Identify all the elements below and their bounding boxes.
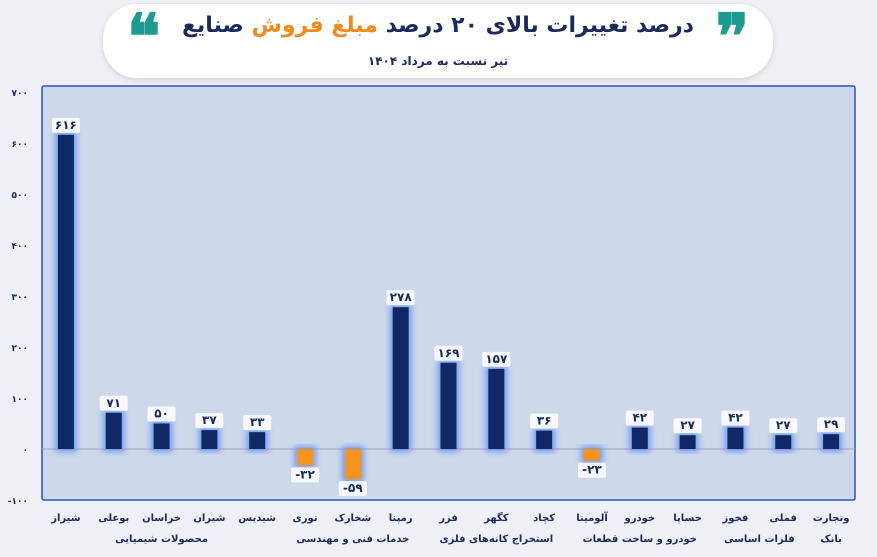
data-label: -۵۹: [343, 481, 363, 495]
data-label-box: [577, 462, 606, 478]
x-tick-label: کگهر: [483, 511, 509, 524]
group-label: خودرو و ساخت قطعات: [583, 534, 697, 545]
group-label: خدمات فنی و مهندسی: [296, 534, 409, 545]
data-label: ۴۲: [728, 411, 743, 425]
x-tick-label: نوری: [293, 513, 318, 524]
x-tick-label: رمپنا: [389, 513, 413, 524]
x-tick-label: شیراز: [50, 513, 80, 524]
bar: [344, 449, 361, 480]
data-label-box: [530, 413, 559, 429]
y-tick-label: ۱۰۰: [12, 395, 28, 405]
x-axis-labels: شیراز بوعلی خراسان شیران شیدیس نوری شخارک رمپنا…: [50, 511, 849, 524]
data-label: ۲۷۸: [390, 290, 413, 304]
data-label-box: [338, 481, 367, 497]
group-label: فلزات اساسی: [724, 534, 795, 545]
data-label-box: [482, 351, 511, 367]
plot-area: [41, 85, 856, 501]
x-tick-label: وتجارت: [813, 513, 850, 524]
data-label: ۱۶۹: [438, 346, 461, 360]
title-highlight: مبلغ فروش: [251, 13, 378, 38]
y-tick-label: ۰: [23, 446, 29, 456]
data-label: ۲۹: [824, 417, 839, 431]
data-label-box: [673, 418, 702, 434]
data-label: ۵۰: [154, 407, 169, 421]
data-label-box: [625, 410, 654, 426]
bar: [583, 449, 600, 461]
bar: [823, 434, 840, 449]
bar: [297, 449, 314, 466]
title-banner: ❝ درصد تغییرات بالای ۲۰ درصد مبلغ فروش ص…: [103, 4, 773, 78]
data-label: -۳۲: [295, 467, 315, 481]
y-axis: -۱۰۰ ۰ ۱۰۰ ۲۰۰ ۳۰۰ ۴۰۰ ۵۰۰ ۶۰۰ ۷۰۰: [8, 89, 28, 507]
chart-title: درصد تغییرات بالای ۲۰ درصد مبلغ فروش صنا…: [103, 13, 773, 38]
data-label-box: [243, 415, 272, 431]
x-tick-label: خودرو: [623, 513, 655, 524]
data-label: ۶۱۶: [55, 118, 77, 132]
y-tick-label: ۳۰۰: [12, 293, 28, 303]
bar: [488, 368, 505, 449]
data-label-box: [434, 345, 463, 361]
data-label: ۴۲: [632, 411, 647, 425]
bar: [57, 134, 74, 449]
data-label-box: [147, 406, 176, 422]
x-tick-label: فملی: [770, 513, 797, 524]
chart-subtitle: تیر نسبت به مرداد ۱۴۰۴: [367, 54, 509, 68]
x-tick-label: فزر: [438, 513, 458, 524]
bar: [679, 435, 696, 449]
group-label: محصولات شیمیایی: [115, 534, 208, 545]
data-label: ۳۶: [537, 414, 552, 428]
data-label: ۳۷: [202, 413, 217, 427]
data-label: ۱۵۷: [485, 352, 508, 366]
bar: [631, 427, 648, 449]
data-label-box: [51, 117, 80, 133]
group-label: استخراج کانه‌های فلزی: [440, 534, 554, 545]
bar: [440, 362, 457, 449]
y-tick-label: -۱۰۰: [8, 497, 28, 507]
group-labels: محصولات شیمیایی خدمات فنی و مهندسی استخراج…: [115, 534, 842, 545]
x-tick-label: شیدیس: [238, 513, 276, 524]
group-label: بانک: [820, 534, 842, 545]
bar: [775, 435, 792, 449]
x-tick-label: آلومینا: [576, 511, 608, 524]
x-tick-label: بوعلی: [98, 513, 129, 524]
data-label-box: [721, 410, 750, 426]
data-label: ۷۱: [106, 396, 121, 410]
title-part3: صنایع: [182, 13, 244, 38]
data-label: ۲۷: [680, 418, 695, 432]
bar: [392, 307, 409, 449]
bar: [536, 430, 553, 449]
data-label-box: [195, 413, 224, 429]
title-part1: درصد تغییرات بالای ۲۰ درصد: [385, 13, 694, 38]
data-label: ۳۳: [250, 415, 265, 429]
data-label-box: [386, 290, 415, 306]
data-label-box: [99, 395, 128, 411]
x-tick-label: خراسان: [142, 513, 181, 524]
y-tick-label: ۶۰۰: [12, 140, 28, 150]
quote-close-icon: ❞: [715, 0, 749, 73]
y-tick-label: ۴۰۰: [12, 242, 28, 252]
data-label: ۲۷: [776, 418, 791, 432]
x-tick-label: فخوز: [722, 513, 749, 524]
data-label-box: [291, 467, 320, 483]
bar: [201, 430, 218, 449]
data-label-box: [817, 417, 846, 433]
x-tick-label: خساپا: [673, 513, 702, 524]
x-tick-label: شخارک: [334, 513, 371, 524]
bar: [105, 412, 122, 449]
y-tick-label: ۲۰۰: [12, 344, 28, 354]
bar: [249, 432, 266, 449]
x-tick-label: شیران: [193, 513, 225, 524]
y-tick-label: ۵۰۰: [12, 191, 28, 201]
x-tick-label: کچاد: [533, 513, 555, 524]
y-tick-label: ۷۰۰: [12, 89, 28, 99]
data-label: -۲۳: [582, 463, 602, 477]
bar-series: ۶۱۶ ۷۱ ۵۰ ۳۷ ۳۳ -۳۲ -۵۹ ۲۷۸ ۱۶۹ ۱۵۷ ۳۶ -۲۳ ۴۲ ۲۷ ۴۲ ۲۷ ۲…: [51, 117, 846, 497]
quote-open-icon: ❝: [127, 0, 161, 73]
data-label-box: [769, 418, 798, 434]
bar: [727, 427, 744, 449]
bar: [153, 423, 170, 449]
